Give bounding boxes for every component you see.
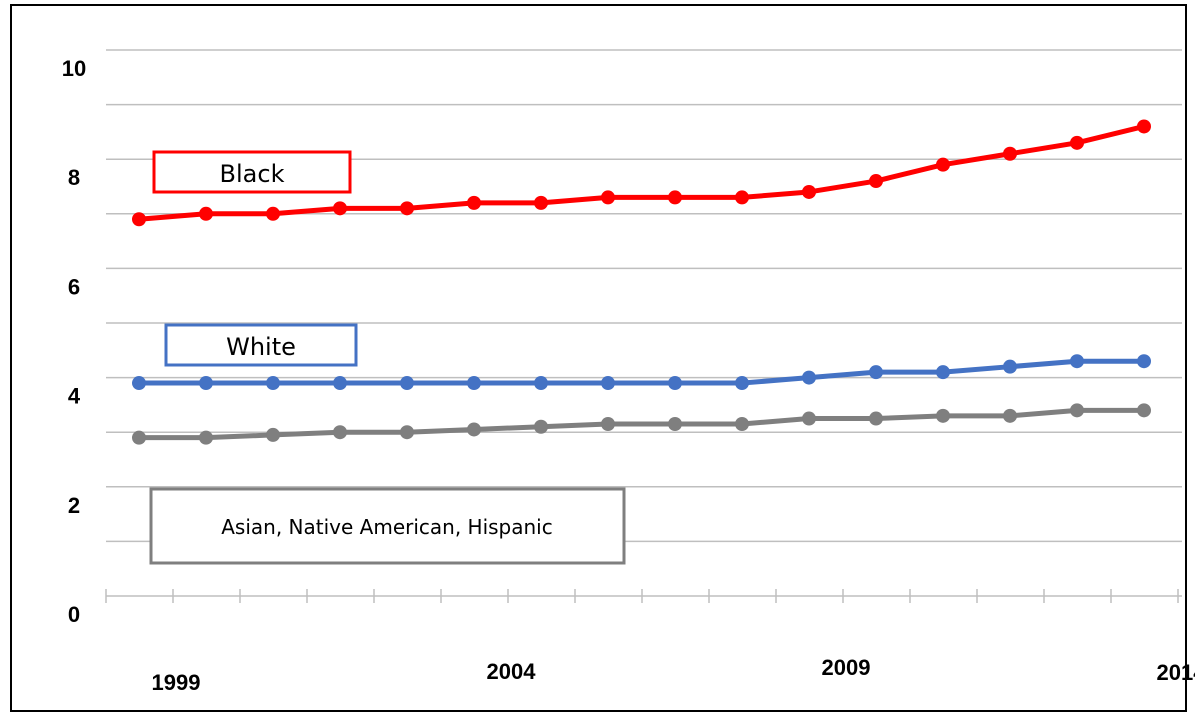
- y-tick-label: 2: [68, 493, 80, 518]
- data-point-white: [668, 376, 682, 391]
- data-point-asian: [132, 430, 146, 445]
- legend-black: Black: [152, 150, 352, 194]
- data-point-white: [467, 376, 481, 391]
- data-point-black: [936, 157, 950, 172]
- data-point-white: [333, 376, 347, 391]
- y-tick-label: 0: [68, 602, 80, 627]
- data-point-white: [132, 376, 146, 391]
- data-point-black: [869, 174, 883, 189]
- legend-other-label: Asian, Native American, Hispanic: [221, 515, 553, 539]
- data-point-asian: [1003, 408, 1017, 423]
- data-point-black: [333, 201, 347, 216]
- legend-white-label: White: [226, 333, 296, 361]
- data-point-asian: [534, 419, 548, 434]
- data-point-asian: [936, 408, 950, 423]
- x-axis: [105, 589, 1182, 603]
- x-axis-ticks: 1999 2004 2009 2014: [152, 655, 1195, 695]
- data-point-black: [534, 195, 548, 210]
- data-point-asian: [467, 422, 481, 437]
- data-point-asian: [266, 427, 280, 442]
- data-point-asian: [1137, 403, 1151, 418]
- data-point-black: [1003, 146, 1017, 161]
- data-point-asian: [333, 425, 347, 440]
- legend-white: White: [164, 323, 358, 367]
- data-point-asian: [869, 411, 883, 426]
- data-point-black: [266, 206, 280, 221]
- data-point-asian: [735, 417, 749, 432]
- legend-black-box: [152, 150, 352, 194]
- data-point-white: [601, 376, 615, 391]
- data-point-black: [1070, 135, 1084, 150]
- data-point-white: [199, 376, 213, 391]
- data-point-asian: [601, 417, 615, 432]
- series-line-white: [136, 358, 1147, 386]
- x-tick-label: 2014: [1157, 660, 1195, 685]
- data-point-white: [735, 376, 749, 391]
- data-point-white: [266, 376, 280, 391]
- data-point-white: [936, 365, 950, 380]
- data-point-white: [1070, 354, 1084, 369]
- legend-white-box: [164, 323, 358, 367]
- y-tick-label: 4: [68, 384, 81, 409]
- data-point-asian: [1070, 403, 1084, 418]
- x-tick-label: 2004: [487, 659, 537, 684]
- legend-black-label: Black: [220, 160, 285, 188]
- data-point-black: [735, 190, 749, 205]
- legend-other: Asian, Native American, Hispanic: [149, 487, 626, 565]
- legend-other-box: [149, 487, 626, 565]
- data-point-white: [869, 365, 883, 380]
- gridlines: [106, 49, 1182, 543]
- data-point-asian: [400, 425, 414, 440]
- data-point-black: [1137, 119, 1151, 134]
- data-point-black: [668, 190, 682, 205]
- data-point-black: [467, 195, 481, 210]
- series-line-asian: [136, 407, 1147, 441]
- y-axis-ticks: 0 2 4 6 8 10: [62, 56, 86, 627]
- data-point-black: [199, 206, 213, 221]
- data-point-black: [802, 184, 816, 199]
- data-point-white: [400, 376, 414, 391]
- y-tick-label: 8: [68, 165, 80, 190]
- x-tick-label: 2009: [822, 655, 871, 680]
- data-point-asian: [668, 417, 682, 432]
- series-line-black: [136, 123, 1147, 222]
- data-point-asian: [199, 430, 213, 445]
- data-point-white: [1003, 359, 1017, 374]
- data-point-asian: [802, 411, 816, 426]
- y-tick-label: 6: [68, 274, 80, 299]
- series-group: [132, 119, 1151, 445]
- data-point-white: [534, 376, 548, 391]
- y-tick-label: 10: [62, 56, 86, 81]
- data-point-black: [400, 201, 414, 216]
- x-tick-label: 1999: [152, 670, 201, 695]
- data-point-white: [1137, 354, 1151, 369]
- data-point-black: [132, 212, 146, 227]
- data-point-white: [802, 370, 816, 385]
- data-point-black: [601, 190, 615, 205]
